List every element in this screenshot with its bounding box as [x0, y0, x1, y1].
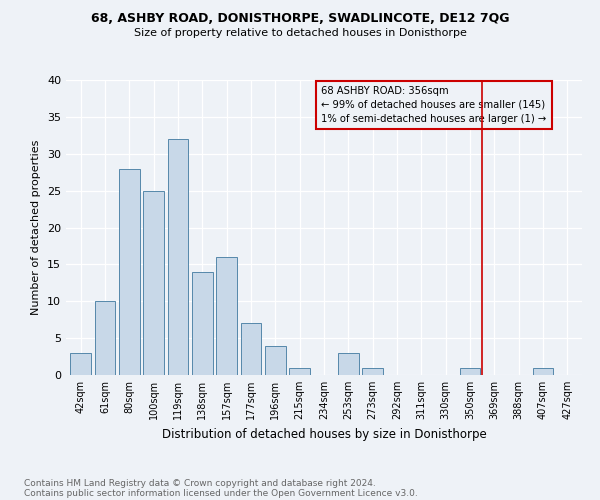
Bar	[241, 324, 262, 375]
Bar	[460, 368, 481, 375]
Text: Contains public sector information licensed under the Open Government Licence v3: Contains public sector information licen…	[24, 488, 418, 498]
Bar	[192, 272, 212, 375]
Bar	[167, 139, 188, 375]
Bar	[143, 190, 164, 375]
Text: 68 ASHBY ROAD: 356sqm
← 99% of detached houses are smaller (145)
1% of semi-deta: 68 ASHBY ROAD: 356sqm ← 99% of detached …	[322, 86, 547, 124]
Bar	[362, 368, 383, 375]
Text: 68, ASHBY ROAD, DONISTHORPE, SWADLINCOTE, DE12 7QG: 68, ASHBY ROAD, DONISTHORPE, SWADLINCOTE…	[91, 12, 509, 26]
Bar	[533, 368, 553, 375]
Bar	[70, 353, 91, 375]
Bar	[338, 353, 359, 375]
Bar	[289, 368, 310, 375]
Bar	[119, 168, 140, 375]
Bar	[95, 301, 115, 375]
Text: Size of property relative to detached houses in Donisthorpe: Size of property relative to detached ho…	[134, 28, 466, 38]
Text: Contains HM Land Registry data © Crown copyright and database right 2024.: Contains HM Land Registry data © Crown c…	[24, 478, 376, 488]
Bar	[216, 257, 237, 375]
Bar	[265, 346, 286, 375]
Y-axis label: Number of detached properties: Number of detached properties	[31, 140, 41, 315]
X-axis label: Distribution of detached houses by size in Donisthorpe: Distribution of detached houses by size …	[161, 428, 487, 440]
